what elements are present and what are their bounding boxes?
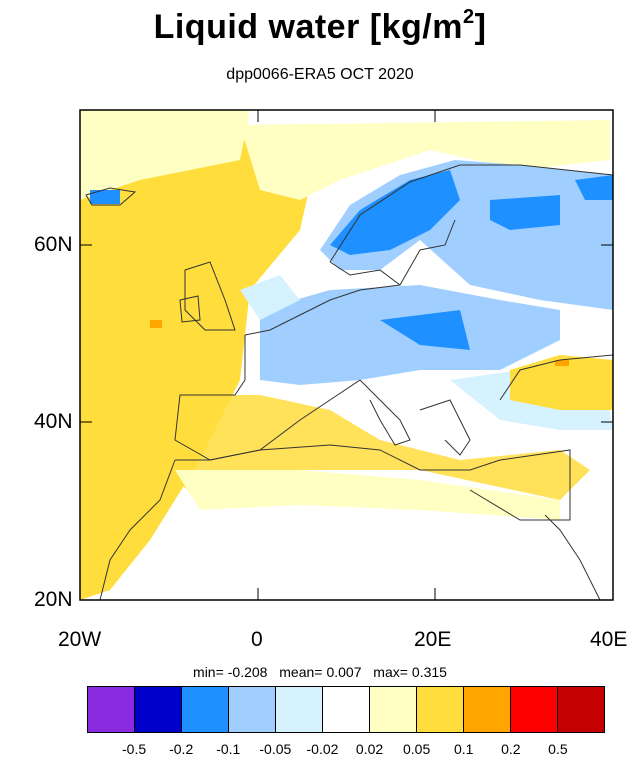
colorbar	[87, 686, 605, 733]
stat-max: 0.315	[411, 664, 447, 680]
colorbar-label: -0.02	[306, 741, 339, 757]
map-subtitle: dpp0066-ERA5 OCT 2020	[226, 66, 414, 83]
colorbar-swatch	[229, 687, 276, 732]
colorbar-label: 0.1	[453, 741, 474, 757]
colorbar-swatch	[370, 687, 417, 732]
colorbar-label: 0.5	[548, 741, 568, 757]
lon-label-20w: 20W	[58, 628, 102, 651]
tick-marks	[79, 110, 614, 601]
colorbar-label: 0.02	[355, 741, 384, 757]
map-title: Liquid water [kg/m2]	[153, 6, 487, 46]
colorbar-swatch	[182, 687, 229, 732]
stat-min: -0.208	[227, 664, 268, 680]
colorbar-label: -0.1	[216, 741, 241, 757]
colorbar-swatch	[511, 687, 558, 732]
field-layer	[80, 110, 613, 600]
colorbar-label: -0.2	[169, 741, 194, 757]
lon-label-40e: 40E	[590, 628, 628, 651]
colorbar-swatch	[135, 687, 182, 732]
coastlines	[85, 164, 613, 600]
lon-label-20e: 20E	[414, 628, 452, 651]
lat-label-20n: 20N	[34, 588, 73, 611]
colorbar-swatch	[417, 687, 464, 732]
colorbar-swatch	[323, 687, 370, 732]
colorbar-swatch	[558, 687, 604, 732]
colorbar-swatch	[88, 687, 135, 732]
colorbar-label: 0.05	[403, 741, 431, 757]
lat-label-60n: 60N	[34, 233, 73, 256]
colorbar-swatch	[276, 687, 323, 732]
colorbar-label: -0.05	[259, 741, 292, 757]
colorbar-swatch	[464, 687, 511, 732]
field-statistics: min= -0.208 mean= 0.007 max= 0.315	[193, 664, 447, 680]
lat-label-40n: 40N	[34, 410, 73, 433]
colorbar-label: 0.2	[501, 741, 521, 757]
stat-mean: 0.007	[326, 664, 362, 680]
lon-label-0: 0	[251, 628, 263, 651]
colorbar-label: -0.5	[122, 741, 147, 757]
